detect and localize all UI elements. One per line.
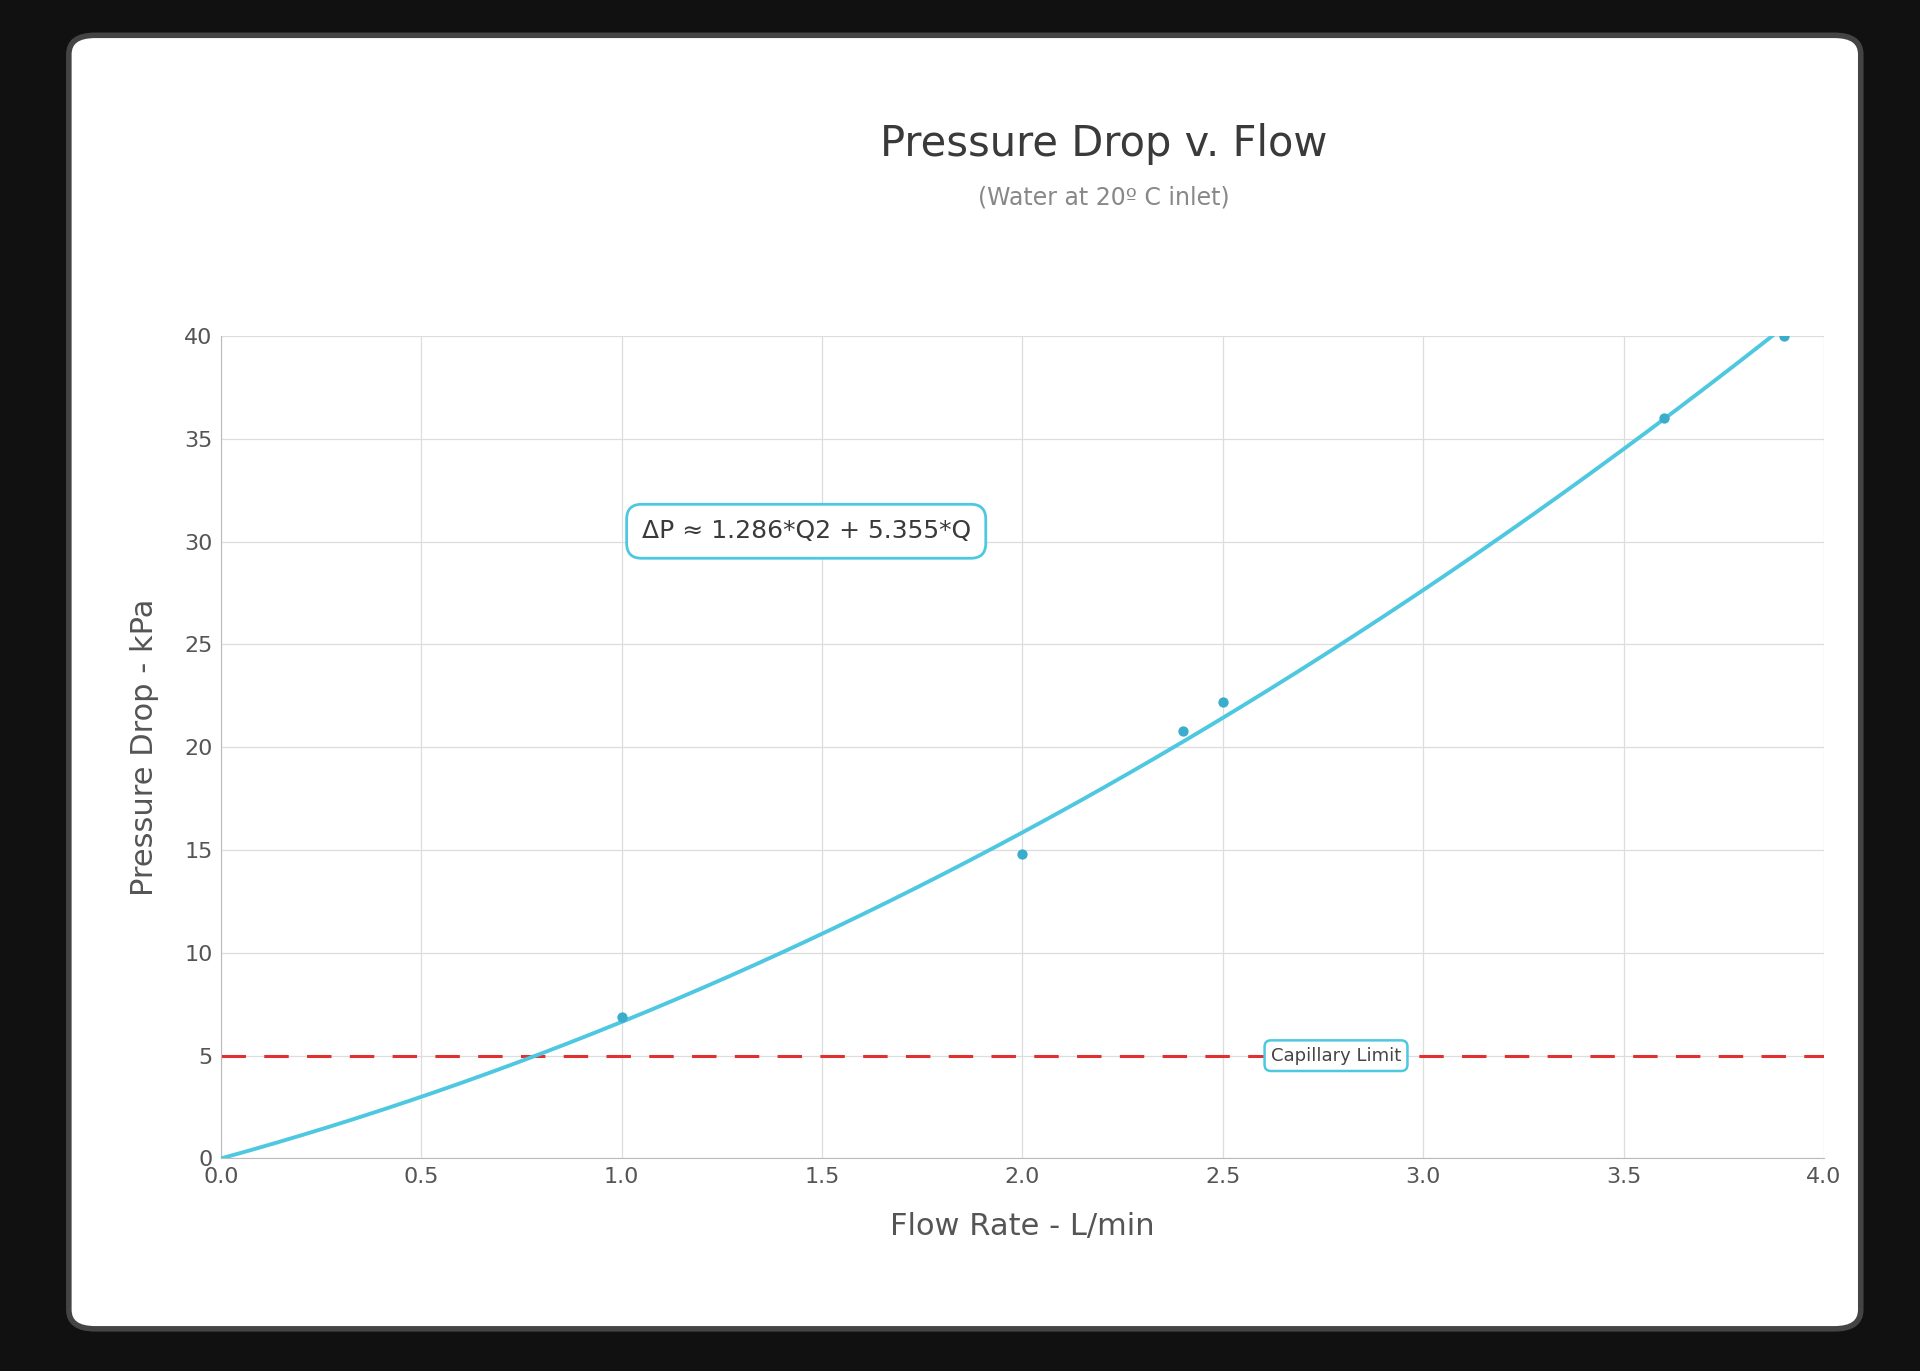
Point: [1647, 407, 1678, 429]
FancyBboxPatch shape: [69, 36, 1860, 1328]
Point: [1208, 691, 1238, 713]
Text: Capillary Limit: Capillary Limit: [1271, 1046, 1402, 1065]
Point: [1768, 325, 1799, 347]
Y-axis label: Pressure Drop - kPa: Pressure Drop - kPa: [131, 599, 159, 895]
Point: [607, 1006, 637, 1028]
Point: [1167, 720, 1198, 742]
Text: ΔP ≈ 1.286*Q2 + 5.355*Q: ΔP ≈ 1.286*Q2 + 5.355*Q: [641, 520, 972, 543]
Text: Pressure Drop v. Flow: Pressure Drop v. Flow: [879, 123, 1329, 165]
Text: (Water at 20º C inlet): (Water at 20º C inlet): [977, 185, 1231, 210]
X-axis label: Flow Rate - L/min: Flow Rate - L/min: [891, 1212, 1154, 1241]
Point: [1008, 843, 1039, 865]
